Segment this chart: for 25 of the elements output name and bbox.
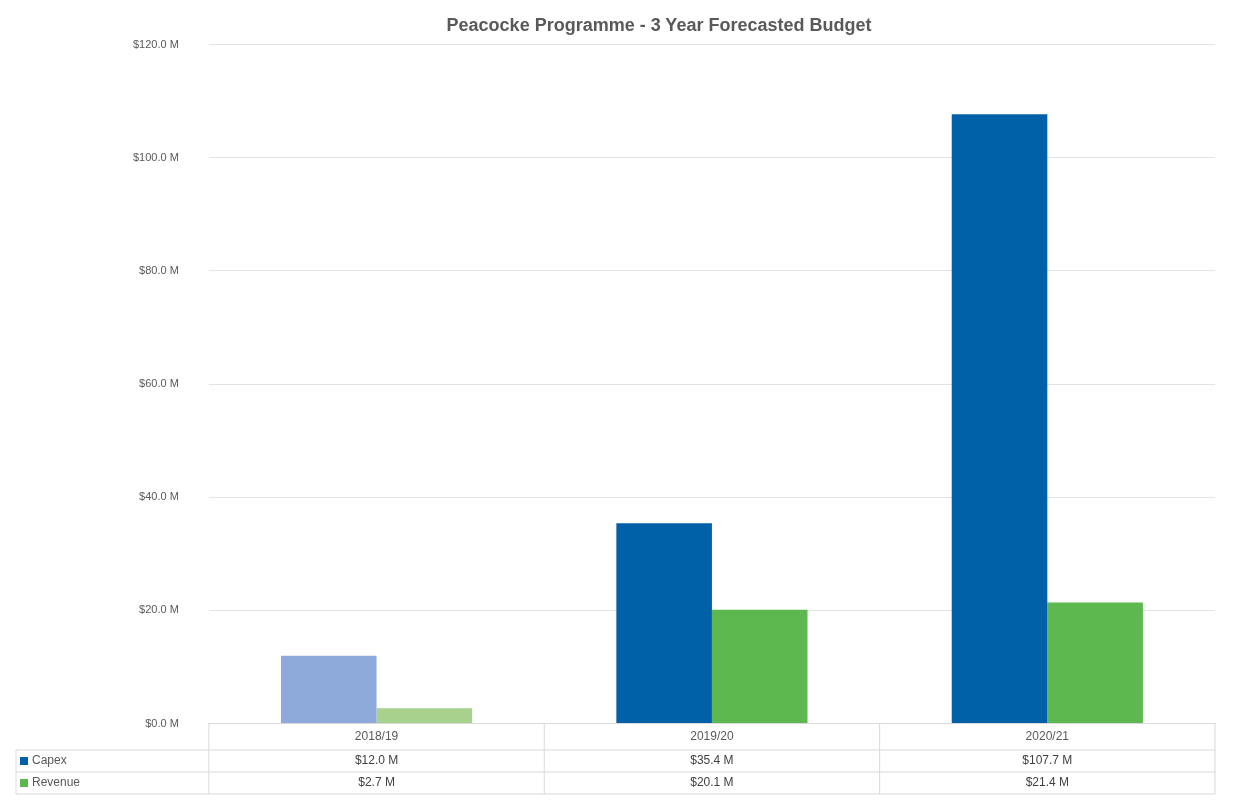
x-tick-label: 2018/19	[354, 729, 399, 744]
bar	[616, 523, 712, 724]
data-label: $12.0 M	[354, 753, 399, 768]
x-tick-label: 2020/21	[1025, 729, 1070, 744]
legend-label: Revenue	[32, 775, 81, 790]
legend-label: Capex	[32, 753, 67, 768]
y-tick-label: $100.0 M	[132, 150, 179, 163]
x-tick-label: 2019/20	[690, 729, 734, 744]
bar	[1047, 602, 1143, 724]
data-label: $35.4 M	[690, 753, 734, 768]
y-tick-label: $120.0 M	[132, 37, 179, 50]
data-label: $21.4 M	[1025, 775, 1069, 790]
data-label: $107.7 M	[1022, 753, 1073, 768]
data-label: $2.7 M	[358, 775, 395, 790]
bar	[951, 114, 1048, 724]
y-tick-label: $20.0 M	[139, 603, 179, 616]
bar	[376, 708, 473, 724]
y-tick-label: $60.0 M	[139, 377, 179, 390]
y-tick-label: $40.0 M	[139, 490, 179, 503]
y-tick-label: $80.0 M	[139, 263, 179, 276]
y-tick-label: $0.0 M	[145, 716, 179, 729]
bar	[711, 609, 808, 724]
chart-title: Peacocke Programme - 3 Year Forecasted Budget	[446, 14, 872, 35]
bar	[280, 655, 377, 724]
data-label: $20.1 M	[690, 775, 734, 790]
